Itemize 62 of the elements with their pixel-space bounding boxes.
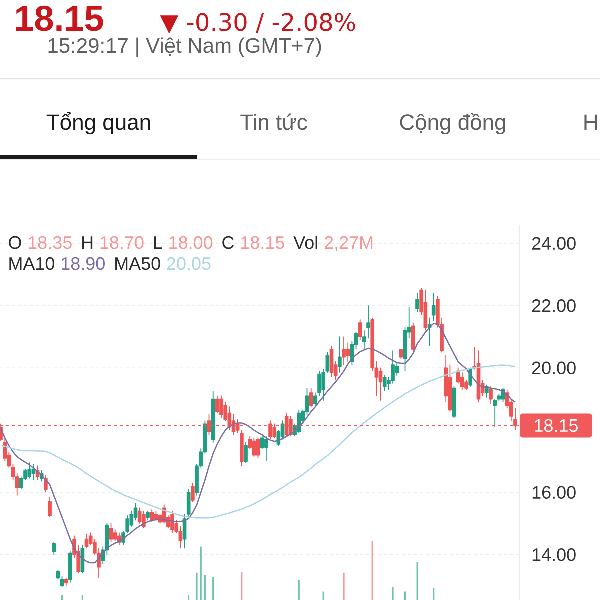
candlestick: [489, 386, 493, 404]
candlestick: [330, 346, 334, 378]
candlestick: [358, 319, 362, 341]
candlestick: [48, 496, 52, 518]
y-tick-label: 14.00: [532, 548, 576, 562]
candlestick: [424, 290, 428, 332]
annotation: Vol: [294, 236, 318, 250]
y-tick-label: 20.00: [532, 362, 576, 375]
annotation: 18.35: [28, 236, 72, 250]
annotation: MA50: [116, 257, 160, 270]
chart-title: 18.15: [16, 6, 104, 32]
ref-line-label: 18.15: [535, 419, 578, 432]
candlestick: [412, 322, 416, 352]
candlestick: [170, 510, 174, 534]
text: Tin tức: [240, 114, 308, 130]
text: Cộng đồng: [400, 113, 506, 135]
candlestick: [309, 388, 314, 408]
annotation: 18.70: [100, 236, 144, 250]
candlestick: [416, 293, 420, 313]
candlestick: [452, 386, 456, 418]
candlestick: [191, 482, 195, 502]
candlestick: [252, 438, 256, 458]
text: Tổng quan: [46, 112, 150, 135]
candlestick: [52, 542, 56, 556]
y-tick-label: 24.00: [532, 237, 576, 250]
candlestick: [211, 391, 216, 444]
candlestick: [150, 509, 154, 523]
candlestick: [186, 489, 191, 518]
annotation: 18.15: [242, 236, 284, 250]
candlestick: [399, 349, 404, 360]
candlestick: [32, 464, 36, 481]
annotation: O: [9, 236, 22, 250]
text: 15:29:17 | Việt Nam (GMT+7): [48, 38, 322, 58]
candlestick: [28, 462, 32, 480]
candlestick: [256, 438, 260, 459]
y-tick-label: 16.00: [532, 486, 576, 500]
annotation: 18.00: [170, 236, 213, 250]
annotation: MA10: [10, 257, 55, 270]
annotation: 2,27M: [324, 236, 373, 252]
annotation: H: [82, 236, 93, 249]
candlestick: [244, 442, 248, 464]
candlestick: [64, 578, 68, 586]
candlestick: [342, 336, 346, 366]
candlestick: [432, 293, 436, 322]
text: H: [584, 114, 598, 130]
annotation: 18.90: [62, 257, 105, 270]
chart-subtitle: ▼ -0.30 / -2.08%: [160, 13, 356, 34]
candlestick: [146, 510, 150, 522]
y-tick-label: 22.00: [532, 300, 576, 312]
candlestick: [109, 523, 114, 543]
candlestick: [382, 375, 387, 392]
candlestick: [216, 396, 220, 414]
annotation: C: [222, 236, 234, 250]
annotation: 20.05: [167, 257, 211, 270]
candlestick: [220, 396, 224, 418]
annotation: L: [154, 236, 162, 249]
candlestick: [138, 508, 142, 524]
candlestick: [56, 570, 60, 580]
candlestick: [338, 336, 342, 374]
candlestick: [264, 436, 268, 462]
candlestick: [154, 510, 158, 522]
candlestick: [68, 551, 72, 584]
